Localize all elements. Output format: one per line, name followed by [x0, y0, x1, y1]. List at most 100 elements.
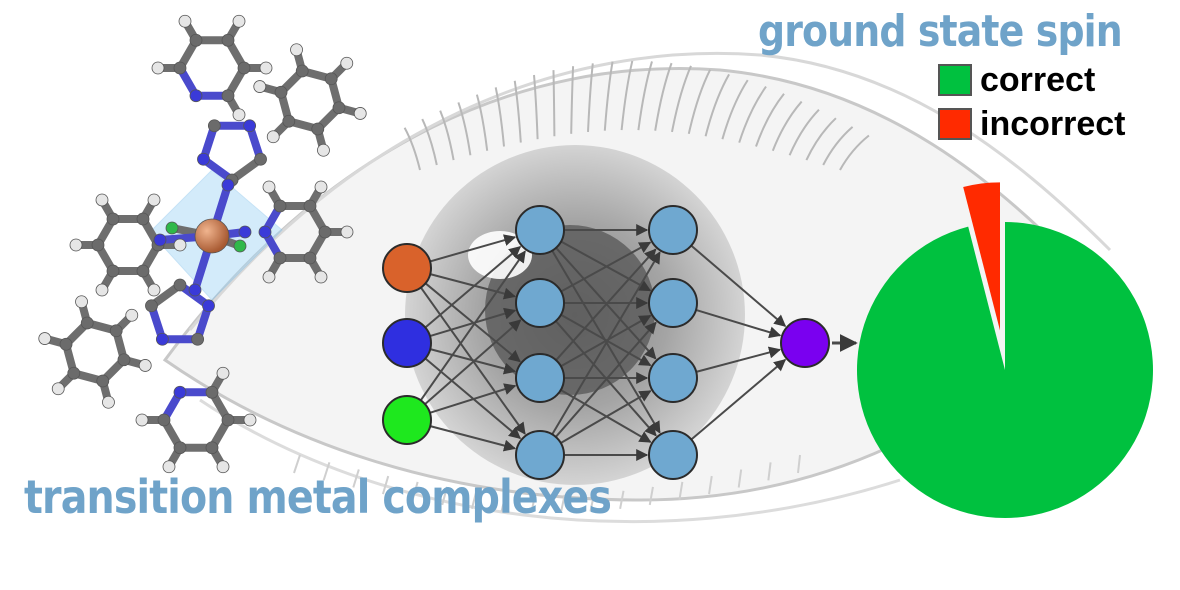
- hidden-node: [648, 278, 698, 328]
- hidden-node: [648, 353, 698, 403]
- upper-lid-crease: [188, 51, 1112, 331]
- network-edge: [560, 241, 652, 293]
- network-edge: [429, 348, 517, 375]
- lower-eyelash: [619, 490, 625, 509]
- molecule-atom: [303, 251, 317, 265]
- molecule-atom: [151, 61, 165, 75]
- network-edge: [555, 321, 657, 438]
- molecule-atom: [221, 178, 235, 192]
- network-edge: [424, 246, 522, 329]
- molecule-atom: [138, 359, 152, 372]
- molecule-atom: [69, 238, 83, 252]
- network-edge: [429, 273, 517, 300]
- molecule-atom: [340, 225, 354, 239]
- network-nodes: [382, 205, 830, 480]
- molecule-atom: [178, 14, 192, 28]
- molecule-atom: [317, 143, 330, 157]
- molecule-atom: [38, 332, 52, 345]
- eyelash: [721, 79, 749, 140]
- pie-chart: [857, 182, 1154, 518]
- molecule-atom: [243, 413, 257, 427]
- eyelash: [570, 66, 575, 134]
- molecule-atom: [314, 180, 328, 194]
- molecule-atom: [173, 278, 187, 292]
- lower-eyelash: [500, 493, 507, 512]
- eyelash: [687, 69, 712, 135]
- molecule-atom: [80, 316, 94, 330]
- molecule-atom: [202, 299, 215, 313]
- eyelash: [439, 110, 455, 161]
- eyelash: [704, 73, 730, 137]
- molecule-atom: [106, 212, 120, 226]
- legend-swatch-incorrect: [938, 108, 972, 140]
- molecule-atom: [311, 122, 325, 136]
- molecule-atom: [153, 233, 167, 247]
- molecule-atom: [262, 270, 276, 284]
- eyelash: [738, 86, 767, 143]
- molecule-atom: [273, 199, 287, 213]
- molecule-atom: [197, 152, 210, 166]
- molecule-atom: [340, 56, 354, 70]
- lower-eyelash: [589, 493, 596, 512]
- lower-eyelash: [737, 469, 743, 488]
- molecule-caption: transition metal complexes: [24, 470, 612, 524]
- molecule-atom: [136, 212, 150, 226]
- eyelash: [620, 60, 634, 131]
- molecule-atom: [262, 180, 276, 194]
- lower-eyelash: [470, 490, 478, 510]
- hidden-node: [515, 205, 565, 255]
- network-edge: [555, 248, 657, 361]
- molecule-atom: [189, 89, 203, 103]
- molecule-atom: [318, 225, 332, 239]
- molecule-atom: [96, 374, 110, 388]
- eyelash: [839, 134, 870, 171]
- molecule-atom: [188, 283, 202, 297]
- eyelash: [637, 61, 653, 131]
- eyelash: [822, 126, 854, 166]
- molecule-atom: [216, 460, 230, 474]
- eyelash: [788, 109, 820, 156]
- molecule-atom: [290, 43, 303, 57]
- molecule-atom: [91, 238, 105, 252]
- molecule-atom: [353, 107, 367, 120]
- lower-eyelash: [797, 454, 801, 474]
- eyelash: [771, 100, 803, 152]
- molecule-atom: [303, 199, 317, 213]
- network-edge: [429, 307, 517, 338]
- molecule-atom: [67, 366, 81, 380]
- molecule-atom: [232, 108, 246, 122]
- eyelashes: [293, 60, 870, 514]
- hidden-node: [515, 278, 565, 328]
- eyelash: [587, 63, 594, 133]
- molecule-atom: [95, 283, 109, 297]
- molecule-atom: [173, 61, 187, 75]
- molecule-atom: [282, 114, 296, 128]
- lower-eyelash: [381, 475, 390, 495]
- lower-eyelash: [648, 486, 654, 506]
- legend-label-incorrect: incorrect: [980, 104, 1126, 143]
- molecule-atom: [332, 101, 346, 115]
- pie-slice-incorrect: [963, 182, 1000, 331]
- molecule-atom: [75, 295, 88, 309]
- lower-eyelash: [530, 494, 537, 514]
- molecule-atom: [314, 270, 328, 284]
- molecule-atom: [274, 85, 288, 99]
- network-edge: [695, 309, 782, 339]
- lower-eyelash: [352, 469, 360, 488]
- eyelash: [475, 94, 489, 151]
- molecule-atom: [221, 33, 235, 47]
- pie-title: ground state spin: [758, 6, 1123, 57]
- eyelash: [457, 102, 472, 156]
- molecule-atom: [238, 225, 252, 239]
- molecule-atom: [207, 119, 221, 133]
- network-edge: [695, 346, 782, 373]
- input-node: [382, 395, 432, 445]
- lower-eyelash: [293, 454, 301, 474]
- molecule-atom: [191, 332, 205, 346]
- eyelash: [533, 74, 539, 140]
- network-edge: [560, 390, 652, 444]
- molecule-atom: [106, 264, 120, 278]
- legend-label-correct: correct: [980, 60, 1096, 99]
- molecule-atom: [165, 221, 179, 235]
- molecule-atom: [273, 251, 287, 265]
